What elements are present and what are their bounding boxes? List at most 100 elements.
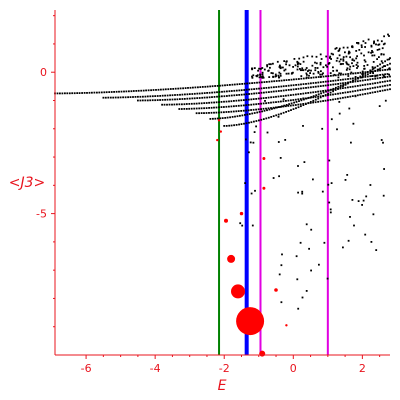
data-point-1030 — [252, 141, 255, 144]
data-point-829 — [388, 35, 390, 37]
data-point-629 — [246, 113, 249, 116]
data-point-1083 — [351, 199, 354, 201]
data-point-542 — [213, 111, 215, 114]
data-point-239 — [354, 77, 357, 79]
data-point-1038 — [346, 174, 349, 176]
data-point-791 — [320, 58, 323, 60]
data-point-37 — [145, 89, 147, 92]
data-point-722 — [307, 102, 310, 104]
data-point-190 — [233, 89, 236, 92]
data-point-207 — [275, 86, 278, 88]
data-point-243 — [364, 76, 367, 78]
data-point-808 — [261, 76, 264, 79]
data-point-623 — [231, 116, 234, 118]
data-point-635 — [261, 110, 263, 113]
data-point-103 — [307, 77, 310, 79]
data-point-648 — [293, 101, 295, 104]
data-point-920 — [337, 76, 340, 79]
x-tick-label-3: 0 — [290, 362, 297, 375]
data-point-1054 — [249, 141, 252, 144]
data-point-10 — [78, 92, 81, 94]
data-point-598 — [351, 95, 354, 97]
data-point-285 — [216, 95, 218, 98]
data-point-219 — [305, 83, 307, 85]
data-point-234 — [342, 78, 344, 81]
data-point-135 — [386, 68, 389, 71]
data-point-354 — [386, 75, 389, 78]
data-point-601 — [359, 93, 362, 96]
data-point-95 — [288, 79, 290, 81]
data-point-1064 — [297, 191, 299, 194]
data-point-361 — [173, 103, 176, 106]
data-point-181 — [211, 91, 213, 94]
data-point-217 — [300, 83, 302, 86]
data-point-310 — [277, 90, 280, 92]
data-point-812 — [372, 67, 375, 70]
data-point-600 — [356, 94, 359, 97]
data-point-163 — [166, 94, 169, 97]
data-point-486 — [270, 101, 272, 104]
data-point-33 — [135, 90, 138, 92]
data-point-48 — [172, 88, 175, 90]
data-point-632 — [253, 112, 256, 114]
data-point-738 — [347, 82, 349, 85]
data-point-947 — [383, 65, 385, 67]
data-point-883 — [283, 60, 286, 62]
data-point-976 — [255, 75, 258, 77]
data-point-294 — [238, 94, 241, 96]
red-point-12 — [259, 350, 266, 357]
data-point-548 — [227, 111, 230, 113]
data-point-1081 — [348, 107, 351, 110]
data-point-1037 — [282, 98, 285, 101]
data-point-612 — [386, 88, 389, 91]
data-point-1057 — [248, 151, 250, 154]
data-point-374 — [205, 102, 208, 104]
data-point-516 — [344, 91, 347, 94]
data-point-436 — [359, 84, 362, 87]
data-point-1018 — [251, 224, 254, 227]
data-point-801 — [338, 72, 341, 75]
data-point-856 — [364, 42, 367, 44]
data-point-292 — [233, 94, 236, 97]
data-point-148 — [129, 96, 132, 98]
data-point-988 — [370, 70, 373, 73]
data-point-105 — [312, 76, 315, 79]
data-point-343 — [359, 79, 362, 82]
data-point-9 — [76, 92, 79, 94]
data-point-720 — [302, 104, 305, 106]
data-point-576 — [297, 103, 300, 106]
data-point-533 — [386, 84, 389, 87]
data-point-478 — [250, 103, 253, 106]
data-point-462 — [210, 106, 213, 109]
data-point-333 — [334, 83, 337, 86]
data-point-471 — [233, 105, 235, 108]
red-point-2 — [216, 138, 219, 142]
data-point-444 — [379, 81, 381, 84]
data-point-398 — [265, 97, 267, 99]
data-point-1021 — [302, 125, 304, 127]
data-point-255 — [141, 99, 144, 102]
data-point-177 — [201, 92, 204, 95]
data-point-917 — [274, 73, 277, 76]
data-point-638 — [268, 108, 271, 111]
data-point-851 — [292, 66, 294, 68]
data-point-525 — [366, 88, 369, 90]
data-point-933 — [376, 74, 378, 77]
data-point-376 — [210, 101, 213, 104]
data-point-530 — [379, 85, 381, 88]
data-point-761 — [345, 55, 348, 58]
data-point-415 — [307, 92, 310, 94]
data-point-739 — [349, 81, 352, 83]
data-point-992 — [256, 74, 259, 77]
data-point-554 — [242, 109, 245, 112]
data-point-626 — [239, 114, 241, 117]
data-point-363 — [178, 103, 181, 106]
data-point-896 — [300, 75, 303, 77]
data-point-258 — [149, 99, 152, 102]
data-point-1092 — [308, 247, 310, 250]
data-point-842 — [340, 72, 342, 75]
data-point-837 — [351, 62, 353, 65]
data-point-315 — [290, 88, 292, 91]
data-point-816 — [338, 47, 341, 50]
data-point-208 — [277, 85, 280, 88]
